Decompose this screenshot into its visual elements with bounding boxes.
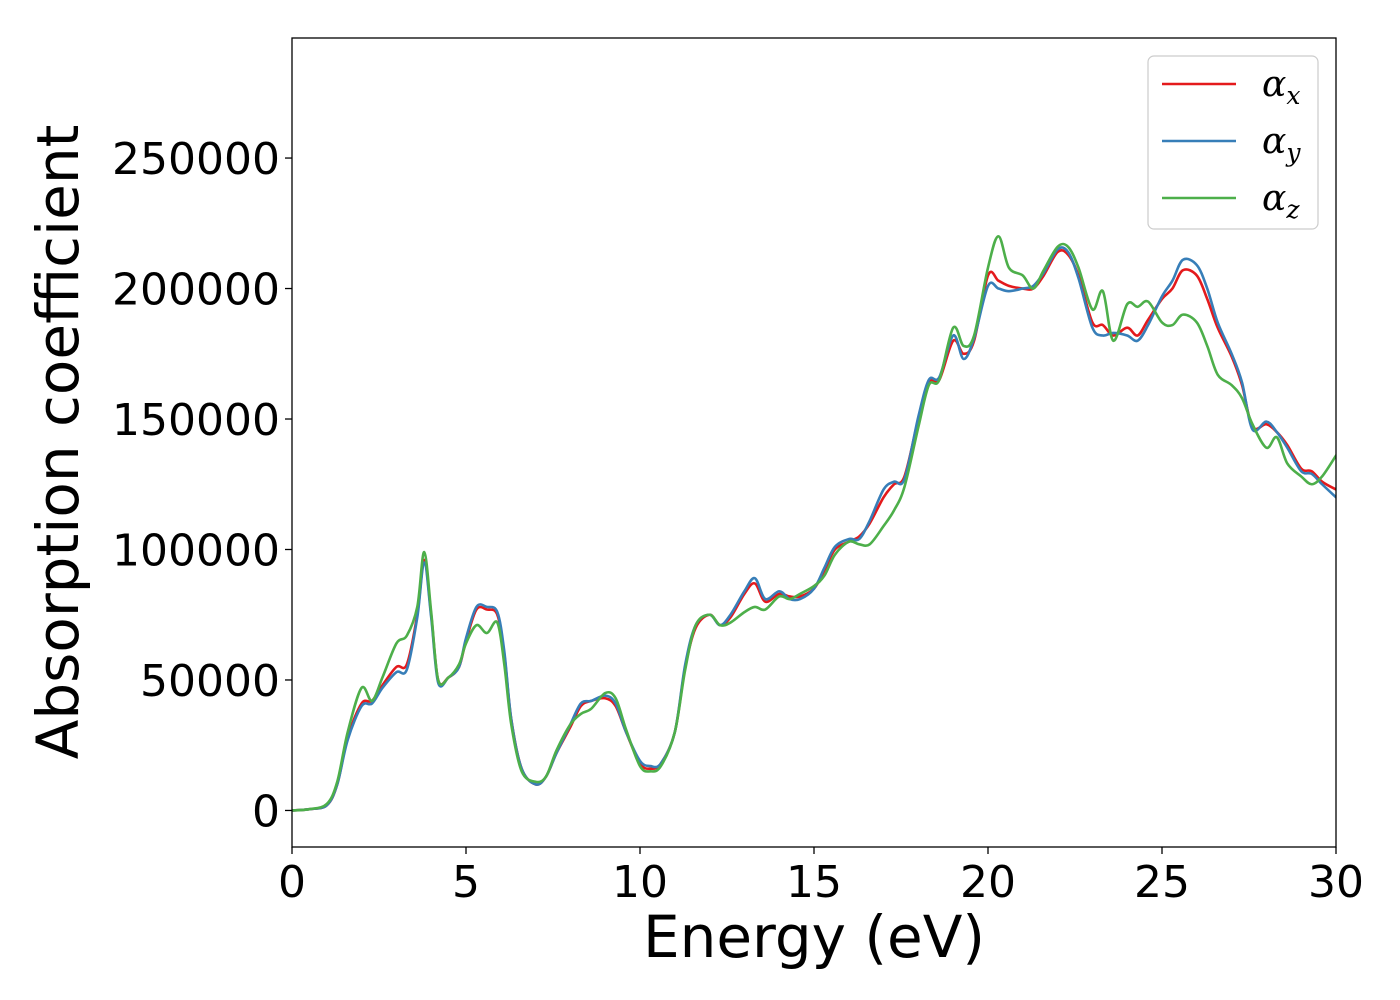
x-tick-label: 20: [960, 857, 1016, 908]
series-line-y: [292, 246, 1336, 812]
x-tick-label: 25: [1134, 857, 1190, 908]
series-line-x: [292, 248, 1336, 812]
x-axis-ticks: 0 5 10 15 20 25 30: [278, 847, 1364, 908]
y-tick-label: 0: [252, 786, 280, 837]
legend-label-x: αx: [1262, 64, 1300, 110]
x-tick-label: 10: [612, 857, 668, 908]
y-tick-label: 250000: [112, 134, 280, 185]
series-lines: [292, 235, 1336, 812]
y-axis-ticks: 0 50000 100000 150000 200000 250000: [112, 134, 292, 837]
legend-label-y: αy: [1262, 121, 1301, 167]
x-axis-label: Energy (eV): [643, 903, 985, 971]
y-tick-label: 50000: [140, 656, 280, 707]
x-tick-label: 30: [1308, 857, 1364, 908]
x-tick-label: 0: [278, 857, 306, 908]
legend-label-z: αz: [1262, 178, 1300, 224]
series-line-z: [292, 235, 1336, 812]
x-tick-label: 15: [786, 857, 842, 908]
y-axis-label: Absorption coefficient: [24, 125, 92, 760]
y-tick-label: 150000: [112, 395, 280, 446]
y-tick-label: 100000: [112, 525, 280, 576]
legend: αx αy αz: [1147, 55, 1319, 230]
y-tick-label: 200000: [112, 265, 280, 316]
x-tick-label: 5: [452, 857, 480, 908]
legend-box: [1147, 55, 1319, 230]
